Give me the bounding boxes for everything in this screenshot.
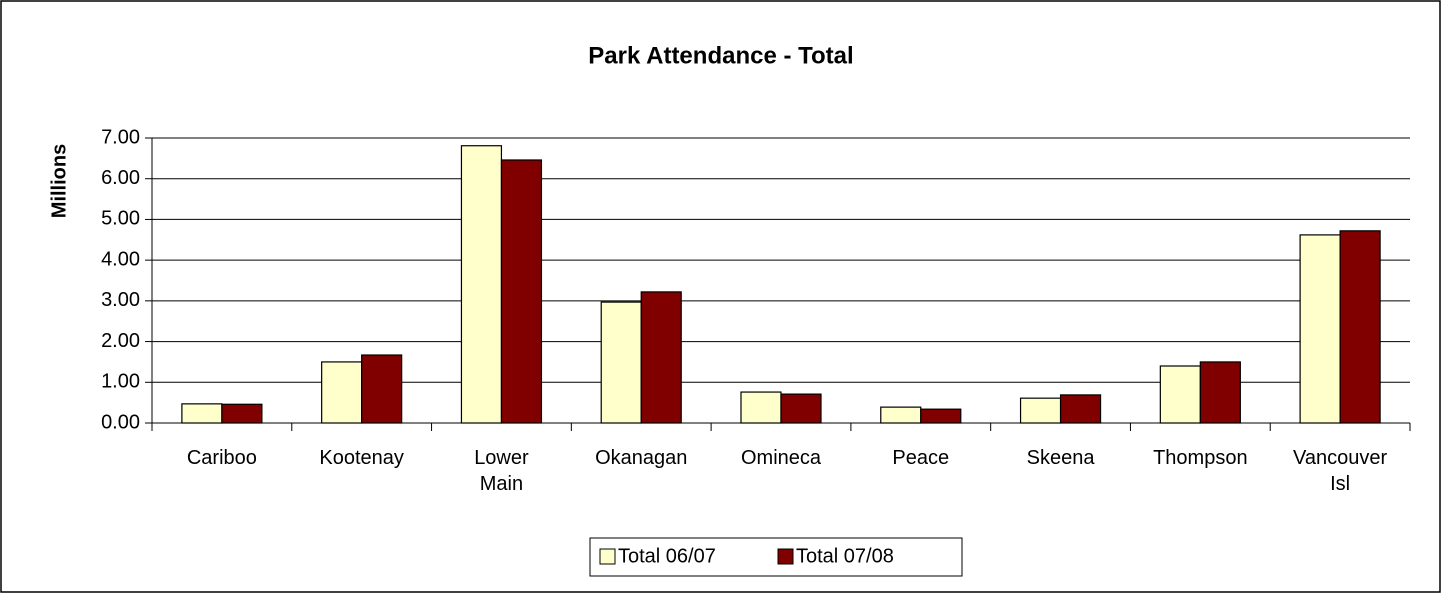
y-tick-label: 4.00 <box>101 248 140 270</box>
bar <box>640 291 682 424</box>
legend-label: Total 06/07 <box>618 545 716 567</box>
legend-label: Total 07/08 <box>796 545 894 567</box>
bar <box>1059 394 1102 424</box>
bar <box>780 393 822 424</box>
bar <box>1019 397 1062 424</box>
x-tick-label: Thompson <box>1153 447 1248 469</box>
bar <box>181 403 223 424</box>
x-tick-label: Kootenay <box>319 447 404 469</box>
x-tick-label: Vancouver Isl <box>1293 447 1388 495</box>
bar <box>1159 365 1201 424</box>
y-tick-label: 0.00 <box>101 411 140 433</box>
bar <box>600 301 642 424</box>
x-tick-label: Lower Main <box>474 447 529 495</box>
x-tick-label: Skeena <box>1026 447 1095 469</box>
bar <box>221 403 263 424</box>
bar <box>1339 230 1381 424</box>
bar <box>361 354 403 424</box>
x-tick-label: Peace <box>892 447 950 469</box>
y-tick-label: 7.00 <box>101 126 140 148</box>
y-axis-label: Millions <box>48 144 70 218</box>
bar <box>321 361 363 424</box>
legend-swatch <box>599 548 616 565</box>
x-tick-label: Omineca <box>740 447 822 469</box>
legend-box <box>589 537 963 577</box>
bar <box>1199 361 1241 424</box>
y-tick-label: 2.00 <box>101 330 140 352</box>
bar <box>740 391 782 424</box>
bar <box>460 145 503 424</box>
y-tick-label: 6.00 <box>101 167 140 189</box>
bar <box>500 159 543 424</box>
y-tick-label: 3.00 <box>101 289 140 311</box>
bar <box>920 408 962 424</box>
y-tick-label: 1.00 <box>101 371 140 393</box>
x-tick-label: Cariboo <box>186 447 257 469</box>
x-tick-label: Okanagan <box>595 447 688 469</box>
bar <box>880 406 922 424</box>
legend-swatch <box>777 548 794 565</box>
chart-title: Park Attendance - Total <box>588 42 853 69</box>
y-tick-label: 5.00 <box>101 208 140 230</box>
bar <box>1299 234 1341 424</box>
